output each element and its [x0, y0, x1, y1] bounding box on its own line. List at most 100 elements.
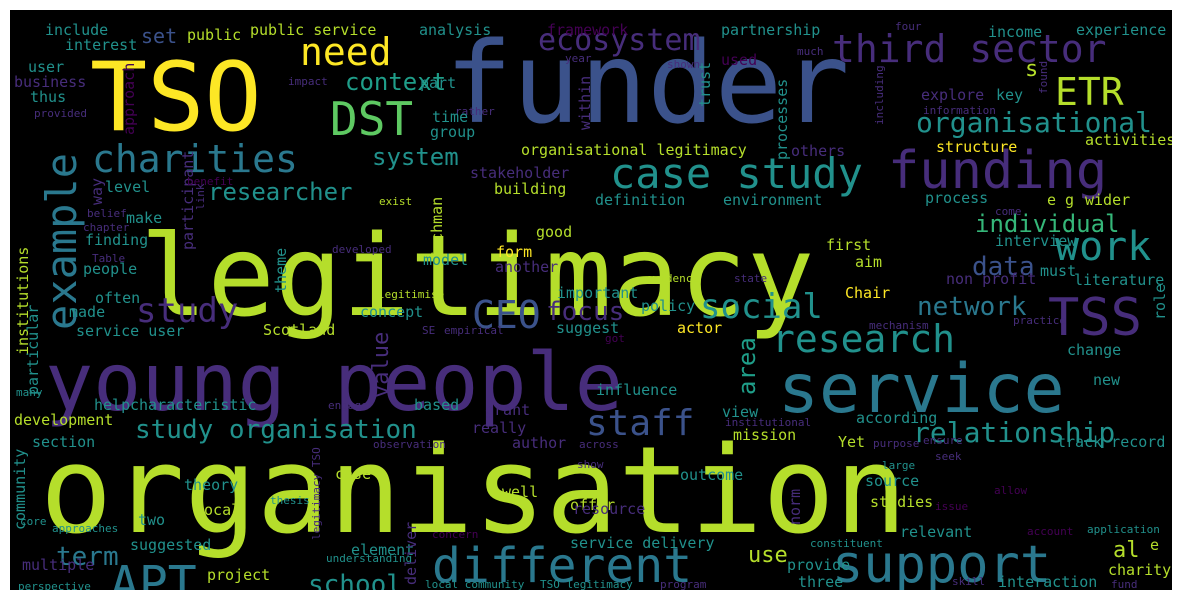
word-third-sector: third sector — [832, 27, 1107, 71]
word-information: information — [923, 104, 996, 117]
word-perspective: perspective — [18, 580, 91, 590]
word-etr: ETR — [1055, 70, 1124, 114]
word-role: role — [1151, 284, 1169, 320]
word-part: part — [420, 74, 456, 92]
word-user: user — [28, 58, 64, 76]
word-made: made — [69, 303, 105, 321]
word-wider: wider — [1085, 191, 1130, 209]
word-explore: explore — [921, 86, 984, 104]
word-tso: TSO — [90, 43, 262, 153]
word-constituent: constituent — [810, 537, 883, 550]
word-project: project — [207, 566, 270, 584]
word-relationship: relationship — [913, 416, 1115, 449]
word-allow: allow — [994, 484, 1027, 497]
word-mechanism: mechanism — [869, 319, 929, 332]
word-across: across — [579, 438, 619, 451]
word-organisational: organisational — [916, 106, 1152, 139]
word-include: include — [45, 21, 108, 39]
word-processes: processes — [773, 79, 791, 160]
word-study: study — [136, 291, 238, 331]
word-table: Table — [92, 252, 125, 265]
word-institutions: institutions — [14, 247, 32, 355]
word-data: data — [972, 252, 1035, 282]
word-provided: provided — [34, 107, 87, 120]
word-theory: theory — [184, 476, 238, 494]
word-form: form — [496, 243, 532, 261]
word-school: school — [308, 570, 402, 590]
word-public: public — [187, 26, 241, 44]
word-used: used — [721, 51, 757, 69]
word-participant: participant — [179, 151, 197, 250]
word-case-study: case study — [610, 149, 863, 198]
word-good: good — [536, 223, 572, 241]
word-work: work — [1055, 224, 1151, 270]
word-come: come — [995, 205, 1022, 218]
word-se: SE — [422, 324, 435, 337]
word-cloud-canvas: organisation legitimacy funder TSO young peo… — [11, 19, 1172, 590]
word-finding: finding — [85, 231, 148, 249]
word-impact: impact — [288, 75, 328, 88]
word-concern: concern — [432, 528, 478, 541]
word-ensure: ensure — [923, 434, 963, 447]
word-time: time — [432, 108, 468, 126]
word-deliver: deliver — [402, 522, 420, 585]
word-year: year — [565, 52, 592, 65]
word-service-delivery: service delivery — [570, 534, 715, 552]
word-development: development — [14, 411, 113, 429]
word-including: including — [873, 65, 886, 125]
word-different: different — [432, 538, 692, 590]
word-account: account — [1027, 525, 1073, 538]
word-non-profit: non profit — [946, 270, 1036, 288]
word-al: al — [1113, 538, 1140, 563]
word-aim: aim — [855, 253, 882, 271]
word-core: core — [20, 515, 47, 528]
word-large: large — [882, 459, 915, 472]
word-case: case — [335, 465, 371, 483]
word-suggested: suggested — [130, 536, 211, 554]
word-practice: practice — [1013, 314, 1066, 327]
word-income: income — [988, 23, 1042, 41]
word-tso-legitimacy: TSO legitimacy — [540, 578, 633, 590]
word-influence: influence — [596, 381, 677, 399]
word-s: s — [1025, 57, 1038, 82]
word-public-service: public service — [250, 21, 376, 39]
word-funder: funder — [445, 19, 850, 149]
word-seek: seek — [935, 450, 962, 463]
word-e-g: e g — [1047, 191, 1074, 209]
word-state: state — [734, 272, 767, 285]
word-way: way — [88, 178, 106, 205]
word-show: show — [577, 458, 604, 471]
word-individual: individual — [975, 210, 1120, 238]
word-got: got — [605, 332, 625, 345]
word-chair: Chair — [845, 284, 890, 302]
word-charities: charities — [92, 137, 298, 181]
word-three: three — [798, 573, 843, 590]
word-empirical: empirical — [444, 324, 504, 337]
word-e: e — [1150, 536, 1159, 554]
word-model: model — [423, 251, 468, 269]
word-area: area — [733, 337, 761, 395]
word-building: building — [494, 180, 566, 198]
word-important: important — [557, 284, 638, 302]
word-actor: actor — [677, 319, 722, 337]
word-dst: DST — [330, 92, 413, 146]
word-yet: Yet — [838, 433, 865, 451]
word-particular: particular — [24, 305, 42, 395]
word-system: system — [372, 143, 459, 171]
word-understanding: understanding — [326, 552, 412, 565]
word-change: change — [1067, 341, 1121, 359]
word-relevant: relevant — [900, 523, 972, 541]
word-research: research — [772, 317, 955, 361]
word-skill: skill — [952, 575, 985, 588]
word-theme: theme — [272, 248, 290, 293]
word-approaches: approaches — [52, 522, 118, 535]
word-service-user: service user — [76, 322, 184, 340]
word-trust: trust — [696, 62, 714, 107]
word-example: example — [37, 153, 86, 330]
word-focus: focus — [546, 297, 624, 327]
word-characteristic: characteristic — [130, 396, 256, 414]
word-charity: charity — [1108, 561, 1171, 579]
word-interest: interest — [65, 36, 137, 54]
word-section: section — [32, 433, 95, 451]
word-author: author — [512, 434, 566, 452]
